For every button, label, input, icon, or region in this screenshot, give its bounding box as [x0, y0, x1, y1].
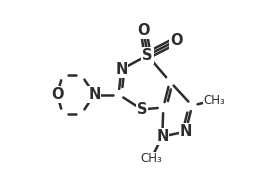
Text: N: N [179, 124, 192, 139]
Text: O: O [170, 33, 183, 48]
Text: O: O [137, 23, 150, 38]
Text: CH₃: CH₃ [140, 152, 162, 165]
Text: O: O [51, 87, 63, 102]
Text: N: N [88, 87, 101, 102]
Text: S: S [137, 102, 147, 117]
Text: N: N [156, 129, 169, 144]
Text: N: N [115, 62, 128, 77]
Text: CH₃: CH₃ [204, 94, 225, 107]
Text: S: S [142, 48, 153, 63]
